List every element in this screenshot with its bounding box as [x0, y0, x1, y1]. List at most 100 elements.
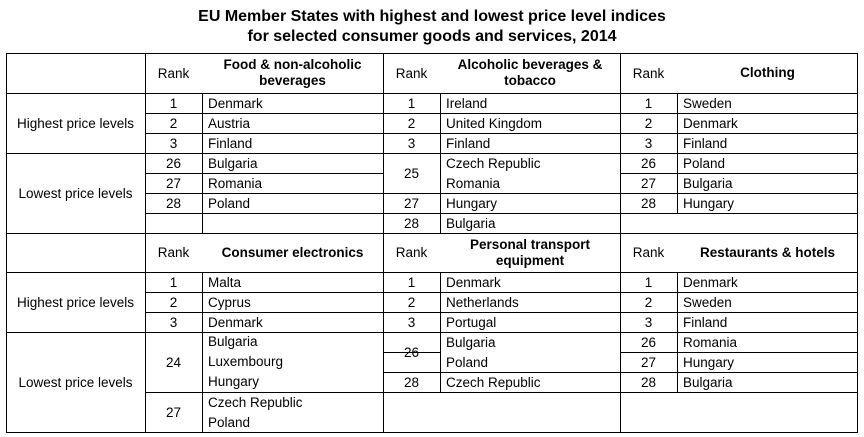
country-cell: Finland	[683, 135, 728, 151]
country-cell: Bulgaria	[683, 374, 733, 390]
table-rule	[202, 93, 203, 233]
rank-cell: 28	[403, 374, 420, 390]
rank-cell: 3	[644, 135, 653, 151]
table-rule	[145, 193, 858, 194]
country-cell: Bulgaria	[446, 334, 496, 350]
category-header-restaurants: Restaurants & hotels	[699, 244, 836, 260]
rank-cell: 27	[403, 195, 420, 211]
country-cell: Romania	[683, 334, 738, 350]
rank-cell: 27	[165, 175, 182, 191]
category-header-food: Food & non-alcoholic beverages	[223, 57, 362, 88]
country-cell: Romania	[446, 175, 501, 191]
rank-cell: 2	[644, 115, 653, 131]
country-cell: Austria	[208, 115, 251, 131]
country-cell: Hungary	[208, 374, 260, 389]
rank-cell: 3	[407, 314, 416, 330]
rank-cell: 27	[640, 175, 657, 191]
page-title-line-2: for selected consumer goods and services…	[247, 28, 617, 45]
row-label-highest: Highest price levels	[16, 115, 135, 131]
rank-cell: 1	[644, 95, 653, 111]
country-cell: Bulgaria	[683, 175, 733, 191]
country-cell: Czech Republic	[446, 374, 541, 390]
table-rule	[677, 93, 678, 213]
page-title-line-1: EU Member States with highest and lowest…	[198, 8, 666, 25]
country-cell: Czech Republic	[208, 394, 303, 410]
rank-cell: 2	[407, 294, 416, 310]
country-cell: Hungary	[446, 195, 498, 211]
rank-cell: 27	[640, 354, 657, 370]
rank-cell: 1	[169, 274, 178, 290]
country-cell: Finland	[683, 314, 728, 330]
country-cell: Bulgaria	[446, 215, 496, 231]
rank-cell: 26	[640, 155, 657, 171]
row-label-highest: Highest price levels	[16, 294, 135, 310]
table-rule	[145, 173, 383, 174]
country-cell: Bulgaria	[208, 334, 258, 349]
table-rule	[6, 153, 858, 154]
rank-cell: 3	[644, 314, 653, 330]
table-rule	[202, 272, 203, 433]
rank-cell: 28	[640, 374, 657, 390]
country-cell: Netherlands	[446, 294, 519, 310]
country-cell: Denmark	[683, 274, 738, 290]
rank-header: Rank	[157, 245, 190, 260]
country-cell: Portugal	[446, 314, 497, 330]
rank-cell: 25	[403, 165, 420, 181]
rank-cell: 1	[407, 274, 416, 290]
table-rule	[620, 53, 621, 433]
country-cell: Hungary	[683, 195, 735, 211]
rank-cell: 2	[169, 115, 178, 131]
country-cell: Finland	[446, 135, 491, 151]
table-rule	[6, 272, 858, 273]
rank-cell: 3	[407, 135, 416, 151]
rank-cell: 1	[407, 95, 416, 111]
country-cell: Sweden	[683, 294, 732, 310]
rank-cell: 28	[165, 195, 182, 211]
row-label-lowest: Lowest price levels	[18, 185, 133, 201]
table-rule	[145, 53, 146, 433]
table-rule	[6, 233, 858, 234]
country-cell: Hungary	[683, 354, 735, 370]
country-cell: Bulgaria	[208, 155, 258, 171]
table-rule	[440, 93, 441, 233]
rank-cell: 24	[165, 354, 182, 370]
table-rule	[440, 272, 441, 392]
category-header-alcohol: Alcoholic beverages & tobacco	[457, 57, 603, 88]
table-border	[6, 53, 858, 54]
country-cell: Sweden	[683, 95, 732, 111]
table-rule	[677, 272, 678, 392]
country-cell: Czech Republic	[446, 155, 541, 171]
rank-header: Rank	[157, 65, 190, 81]
table-border	[6, 53, 7, 433]
table-rule	[6, 332, 858, 333]
rank-cell: 2	[644, 294, 653, 310]
rank-header: Rank	[395, 245, 428, 260]
rank-header: Rank	[395, 65, 428, 81]
rank-cell: 3	[169, 135, 178, 151]
table-border	[6, 432, 858, 433]
rank-cell: 2	[169, 294, 178, 310]
country-cell: Poland	[208, 414, 251, 430]
rank-cell: 2	[407, 115, 416, 131]
rank-cell: 1	[169, 95, 178, 111]
country-group: Czech Republic Poland	[202, 392, 383, 433]
country-cell: Finland	[208, 135, 253, 151]
country-cell: Luxembourg	[208, 354, 284, 369]
rank-cell: 28	[640, 195, 657, 211]
country-cell: Romania	[208, 175, 263, 191]
table-rule	[145, 213, 383, 214]
rank-header: Rank	[632, 245, 665, 260]
table-rule	[383, 372, 858, 373]
rank-cell: 1	[644, 274, 653, 290]
country-group: Bulgaria Luxembourg Hungary	[202, 332, 383, 392]
table-rule	[145, 113, 858, 114]
category-header-clothing: Clothing	[740, 65, 795, 80]
row-label-lowest: Lowest price levels	[18, 375, 133, 390]
table-rule	[145, 392, 383, 393]
rank-cell: 27	[165, 405, 182, 420]
category-header-transport: Personal transport equipment	[469, 236, 591, 268]
table-rule	[145, 312, 858, 313]
country-cell: Denmark	[208, 95, 263, 111]
price-level-table: Rank Food & non-alcoholic beverages Rank…	[6, 53, 858, 433]
table-rule	[383, 213, 620, 214]
